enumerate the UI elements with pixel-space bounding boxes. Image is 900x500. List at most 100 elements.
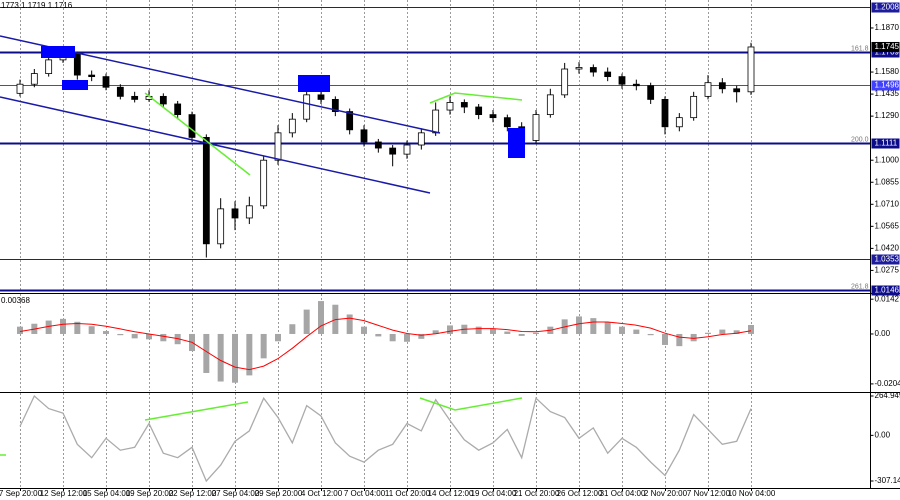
macd-bar [146, 333, 152, 340]
x-tick-label: 4 Oct 12:00 [301, 489, 343, 498]
candle-body [45, 59, 53, 74]
candle-body [346, 111, 354, 131]
y-tick-label: 0.00 [875, 329, 891, 338]
fib-label: 161.8 [851, 45, 869, 52]
macd-bar [447, 325, 453, 334]
x-tick-label: 11 Oct 20:00 [385, 489, 431, 498]
macd-bar [375, 333, 382, 337]
candle-body [489, 114, 497, 119]
divergence-line [419, 397, 523, 411]
level-label-bg [871, 47, 900, 58]
macd-bar [705, 332, 711, 334]
level-label: 1.1111 [875, 139, 898, 148]
x-tick-label: 7 Nov 12:00 [687, 489, 731, 498]
fib-label: 200.0 [851, 136, 869, 143]
candle-body [360, 129, 368, 143]
macd-bar [389, 333, 396, 342]
macd-bar [619, 326, 625, 334]
candle-body [16, 83, 24, 94]
level-label-bg [871, 2, 900, 13]
data-layer [16, 42, 755, 483]
candle-body [317, 94, 325, 100]
grid-layer [0, 0, 871, 487]
y-tick-label: 1.0565 [875, 221, 900, 230]
candle-body [188, 114, 196, 138]
level-label-bg [871, 285, 900, 296]
macd-bar [475, 326, 482, 334]
x-tick-label: 19 Sep 20:00 [126, 489, 174, 498]
y-tick-label: 264.9492 [875, 391, 900, 400]
macd-bar [361, 326, 367, 334]
candle-body [690, 95, 698, 119]
macd-bar [533, 332, 539, 334]
level-label: 1.1496 [875, 81, 900, 90]
macd-bar [217, 333, 224, 382]
macd-bar [733, 330, 740, 334]
macd-bar [346, 314, 353, 334]
level-label-bg [871, 254, 900, 265]
macd-bar [647, 333, 654, 336]
candle-body [131, 95, 139, 100]
x-tick-label: 31 Oct 04:00 [600, 489, 646, 498]
x-tick-label: 10 Nov 04:00 [728, 489, 776, 498]
x-tick-label: 26 Oct 12:00 [557, 489, 603, 498]
candle-body [618, 76, 626, 85]
candle-body [303, 94, 311, 120]
candle-body [675, 117, 683, 128]
level-label: 1.2008 [875, 3, 900, 12]
candle-body [604, 71, 612, 78]
macd-bar [318, 301, 324, 334]
level-label: 1.1709 [875, 48, 900, 57]
y-tick-label: 1.0855 [875, 177, 900, 186]
price-header: 1773 1.1719 1.1716 [1, 1, 73, 10]
cci-line [19, 394, 752, 483]
candle-body [403, 144, 411, 155]
current-price-bg [871, 41, 900, 52]
divergence-line [429, 92, 523, 104]
macd-bar [633, 329, 640, 334]
divergence-line [144, 92, 251, 176]
x-tick-label: 22 Sep 12:00 [169, 489, 217, 498]
candle-body [733, 88, 741, 93]
macd-bar [289, 324, 296, 334]
macd-bar [719, 329, 726, 334]
macd-bar [690, 333, 697, 342]
x-tick-label: 19 Oct 04:00 [471, 489, 517, 498]
y-tick-label: 1.1580 [875, 67, 900, 76]
candle-body [647, 85, 655, 100]
macd-bar [60, 318, 66, 334]
macd-bar [17, 326, 23, 334]
candle-body [561, 68, 569, 96]
macd-bar [604, 322, 611, 334]
candle-body [747, 46, 755, 93]
candle-body [374, 141, 382, 149]
candle-body [174, 103, 182, 116]
candle-body [589, 67, 597, 73]
candle-body [88, 74, 96, 78]
macd-bar [74, 321, 81, 334]
macd-bar [232, 333, 238, 383]
x-tick-label: 27 Sep 04:00 [212, 489, 260, 498]
macd-bar [676, 333, 683, 347]
candle-body [231, 208, 239, 219]
macd-bar [160, 333, 167, 342]
level-label-bg [871, 80, 900, 91]
macd-bar [404, 333, 410, 342]
x-tick-label: 15 Sep 04:00 [83, 489, 131, 498]
level-label: 1.0146 [875, 286, 900, 295]
macd-bar [203, 333, 210, 373]
macd-bar [432, 330, 439, 334]
candle-body [202, 137, 210, 245]
candle-body [546, 94, 554, 116]
macd-bar [490, 328, 496, 334]
candle-body [532, 114, 540, 141]
divergence-line [144, 401, 249, 421]
candle-body [288, 118, 296, 134]
macd-bar [275, 333, 281, 342]
candle-body [575, 67, 583, 70]
macd-bar [576, 316, 582, 334]
y-tick-label: 0.01427 [875, 294, 900, 303]
level-label: 1.0353 [875, 255, 900, 264]
y-tick-label: 1.1290 [875, 111, 900, 120]
